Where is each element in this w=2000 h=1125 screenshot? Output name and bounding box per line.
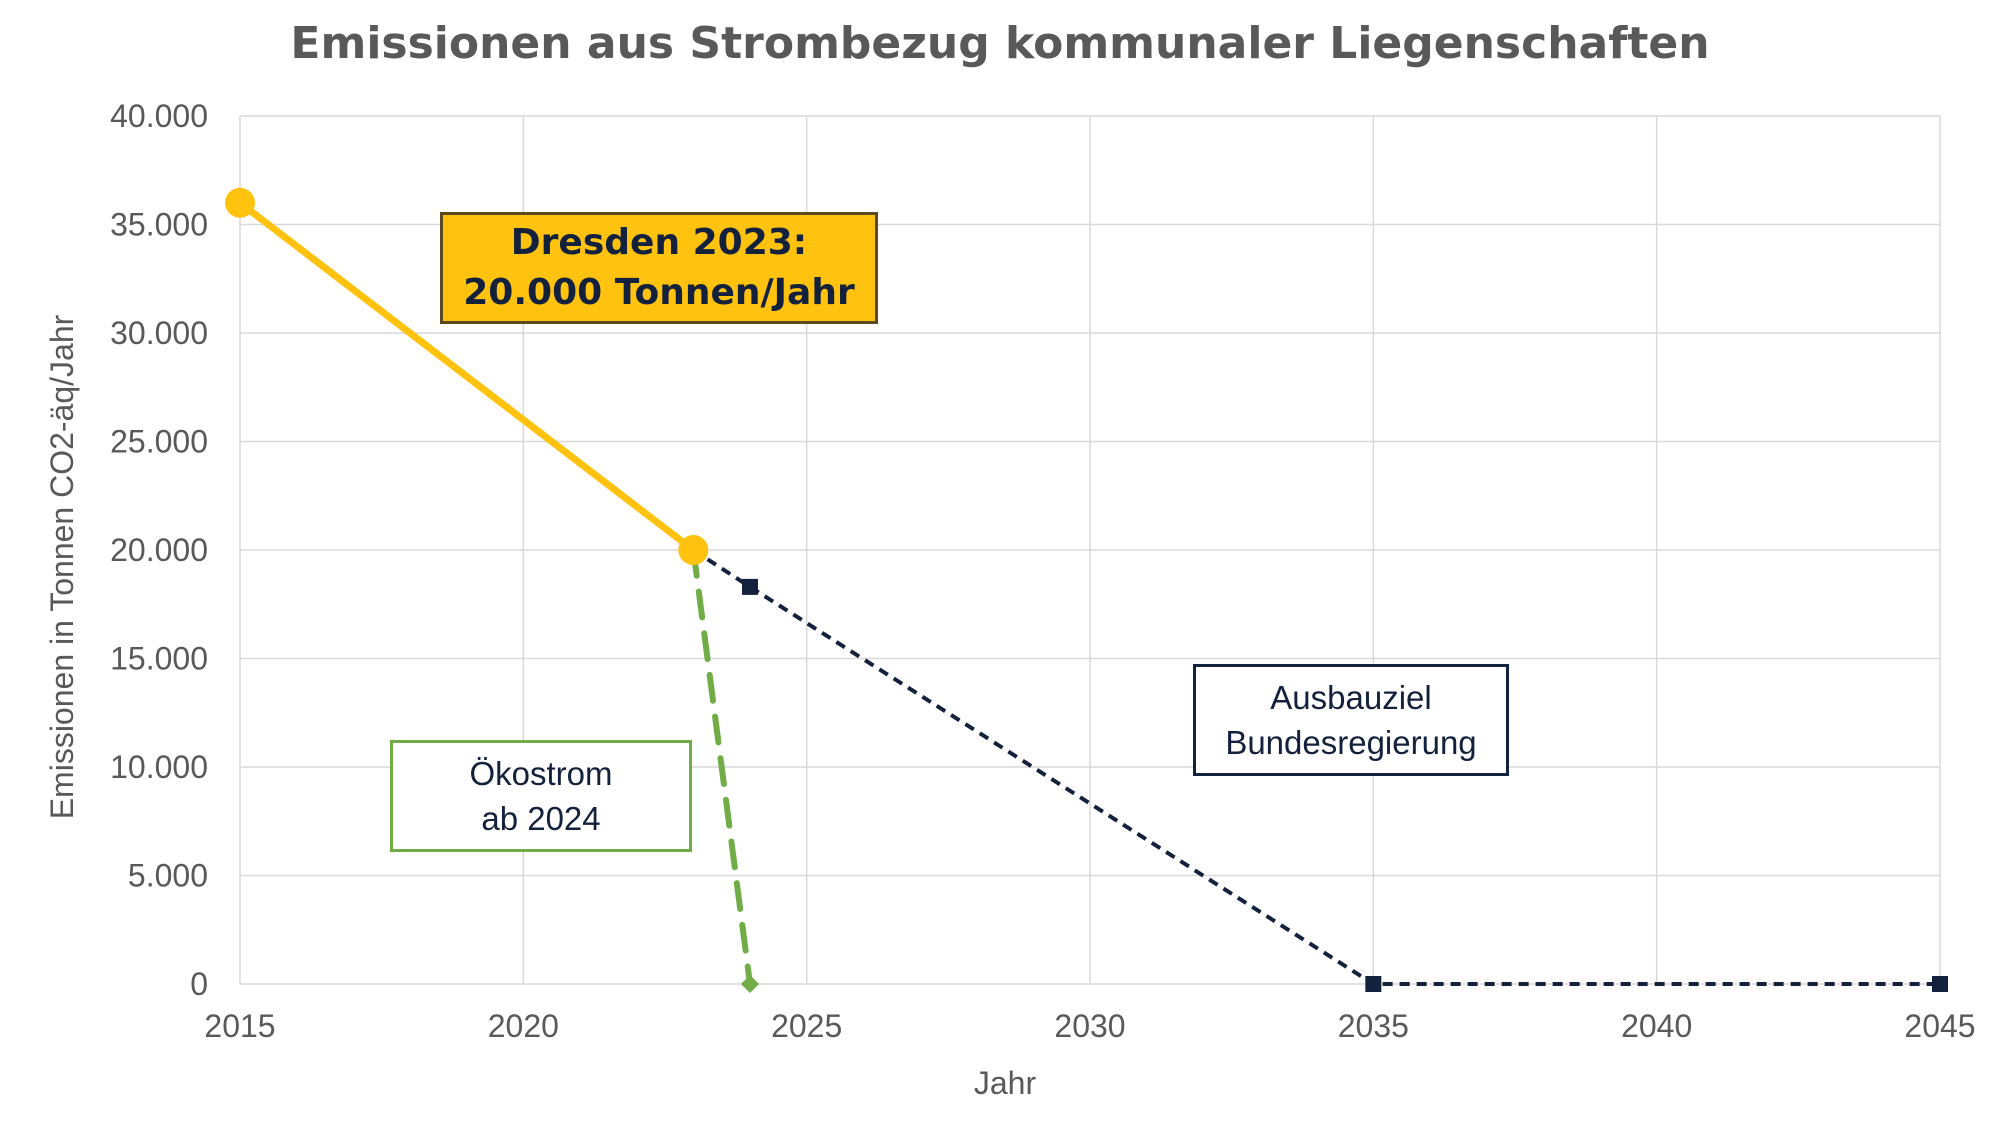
y-axis-label: Emissionen in Tonnen CO2-äq/Jahr (44, 314, 80, 819)
data-point-square (1365, 976, 1382, 992)
y-tick-label: 30.000 (110, 315, 208, 351)
annotation-dresden-line2: 20.000 Tonnen/Jahr (463, 272, 855, 313)
x-tick-label: 2025 (771, 1008, 842, 1044)
data-point-square (742, 578, 758, 595)
series-line (237, 200, 696, 553)
annotation-oekostrom-line2: ab 2024 (481, 800, 601, 837)
annotation-oekostrom: Ökostrom ab 2024 (390, 740, 692, 852)
x-axis-label: Jahr (974, 1065, 1037, 1101)
y-tick-label: 5.000 (128, 858, 208, 894)
data-point-circle (678, 535, 709, 565)
data-point-square (1932, 976, 1948, 992)
y-tick-label: 10.000 (110, 749, 208, 785)
y-tick-label: 0 (190, 966, 208, 1002)
x-tick-label: 2040 (1621, 1008, 1692, 1044)
y-tick-label: 20.000 (110, 532, 208, 568)
markers (225, 187, 1948, 993)
series-line (690, 547, 753, 987)
chart-title: Emissionen aus Strombezug kommunaler Lie… (290, 18, 1710, 69)
x-tick-label: 2045 (1904, 1008, 1975, 1044)
y-tick-label: 40.000 (110, 98, 208, 134)
data-point-circle (225, 187, 255, 218)
y-tick-label: 15.000 (110, 641, 208, 677)
series (237, 200, 1940, 987)
x-tick-label: 2020 (488, 1008, 559, 1044)
x-tick-label: 2030 (1054, 1008, 1125, 1044)
y-tick-label: 35.000 (110, 207, 208, 243)
x-tick-label: 2015 (204, 1008, 275, 1044)
annotation-dresden-2023: Dresden 2023: 20.000 Tonnen/Jahr (440, 212, 878, 324)
annotation-ausbauziel-line2: Bundesregierung (1225, 724, 1477, 761)
series-line (692, 548, 1940, 986)
annotation-ausbauziel: Ausbauziel Bundesregierung (1193, 664, 1509, 776)
axes: 0 5.000 10.000 15.000 20.000 25.000 30.000 35.0… (110, 98, 1975, 1044)
data-point-diamond (741, 975, 759, 993)
annotation-dresden-line1: Dresden 2023: (510, 222, 808, 263)
annotation-ausbauziel-line1: Ausbauziel (1270, 679, 1432, 716)
annotation-oekostrom-line1: Ökostrom (469, 755, 613, 792)
x-tick-label: 2035 (1338, 1008, 1409, 1044)
y-tick-label: 25.000 (110, 424, 208, 460)
